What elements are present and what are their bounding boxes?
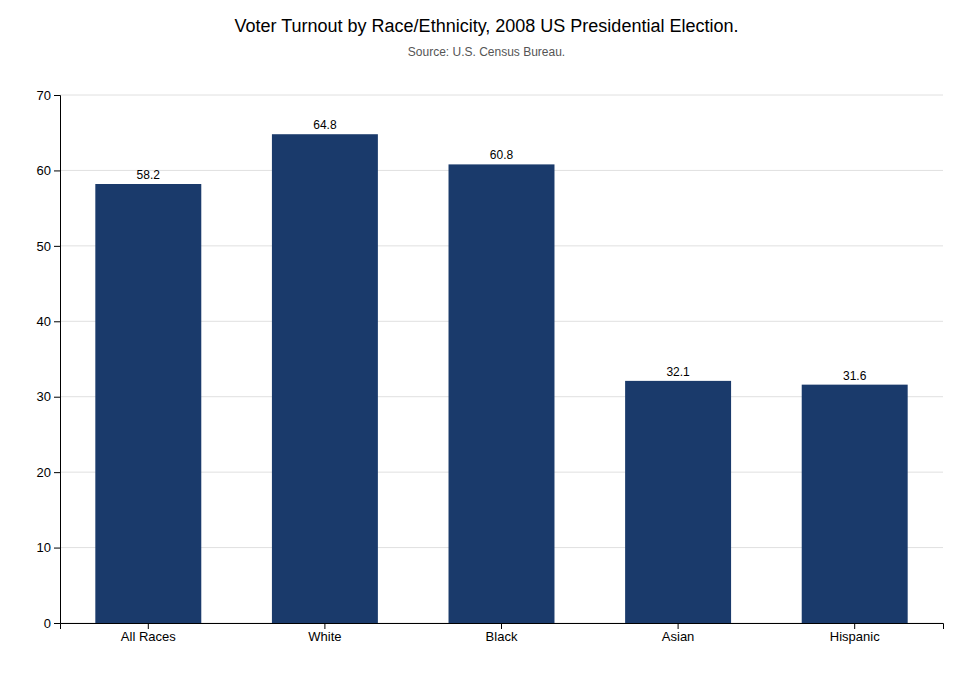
bar: [449, 164, 555, 623]
x-tick-mark: [501, 623, 502, 629]
y-tick-label: 70: [37, 88, 51, 103]
chart-container: Voter Turnout by Race/Ethnicity, 2008 US…: [0, 0, 973, 673]
x-tick: White: [308, 623, 341, 644]
x-tick-label: All Races: [121, 629, 176, 644]
x-axis: All Races White Black Asian Hispanic: [61, 623, 944, 644]
x-tick: All Races: [121, 623, 176, 644]
x-tick-mark: [678, 623, 679, 629]
x-tick-mark: [148, 623, 149, 629]
x-tick: Black: [486, 623, 518, 644]
data-label: 60.8: [490, 148, 514, 162]
x-tick-label: Hispanic: [830, 629, 880, 644]
chart-svg: Voter Turnout by Race/Ethnicity, 2008 US…: [0, 0, 973, 673]
x-tick: Asian: [662, 623, 695, 644]
data-label: 32.1: [666, 365, 690, 379]
y-tick: 30: [37, 389, 60, 404]
y-tick-mark: [54, 397, 60, 398]
subtitle: Source: U.S. Census Bureau.: [408, 45, 565, 59]
x-tick-label: Black: [486, 629, 518, 644]
y-tick: 10: [37, 540, 60, 555]
y-tick-label: 0: [44, 616, 51, 631]
y-tick: 20: [37, 465, 60, 480]
y-axis-line: [54, 96, 61, 624]
data-labels: 58.2 64.8 60.8 32.1 31.6: [137, 118, 867, 382]
x-tick-mark: [324, 623, 325, 629]
x-tick-label: White: [308, 629, 341, 644]
y-tick: 60: [37, 163, 60, 178]
y-tick-label: 10: [37, 540, 51, 555]
y-tick-mark: [54, 623, 60, 624]
data-label: 64.8: [313, 118, 337, 132]
x-tick-label: Asian: [662, 629, 695, 644]
bar: [272, 134, 378, 623]
y-tick-label: 50: [37, 239, 51, 254]
title: Voter Turnout by Race/Ethnicity, 2008 US…: [235, 16, 739, 36]
x-tick: Hispanic: [830, 623, 880, 644]
grid-line: [60, 95, 943, 96]
y-tick-label: 20: [37, 465, 51, 480]
y-tick: 50: [37, 239, 60, 254]
bar: [625, 381, 731, 623]
y-tick-mark: [54, 170, 60, 171]
bar: [802, 385, 908, 623]
y-axis: 0 10 20 30 40 50 60 70: [37, 88, 61, 631]
bar: [95, 184, 201, 623]
plot: All Races White Black Asian Hispanic 0 10 20 30 4…: [37, 88, 944, 645]
y-tick: 70: [37, 88, 60, 103]
x-tick-mark: [854, 623, 855, 629]
y-tick: 40: [37, 314, 60, 329]
data-label: 58.2: [137, 168, 161, 182]
y-tick-mark: [54, 548, 60, 549]
y-tick-mark: [54, 321, 60, 322]
y-tick-mark: [54, 246, 60, 247]
data-label: 31.6: [843, 369, 867, 383]
bars: [95, 134, 907, 623]
y-tick-label: 30: [37, 389, 51, 404]
y-tick: 0: [44, 616, 60, 631]
grid: [60, 95, 943, 623]
y-tick-label: 60: [37, 163, 51, 178]
x-axis-line: [61, 624, 944, 630]
y-tick-mark: [54, 472, 60, 473]
y-tick-mark: [54, 95, 60, 96]
y-tick-label: 40: [37, 314, 51, 329]
